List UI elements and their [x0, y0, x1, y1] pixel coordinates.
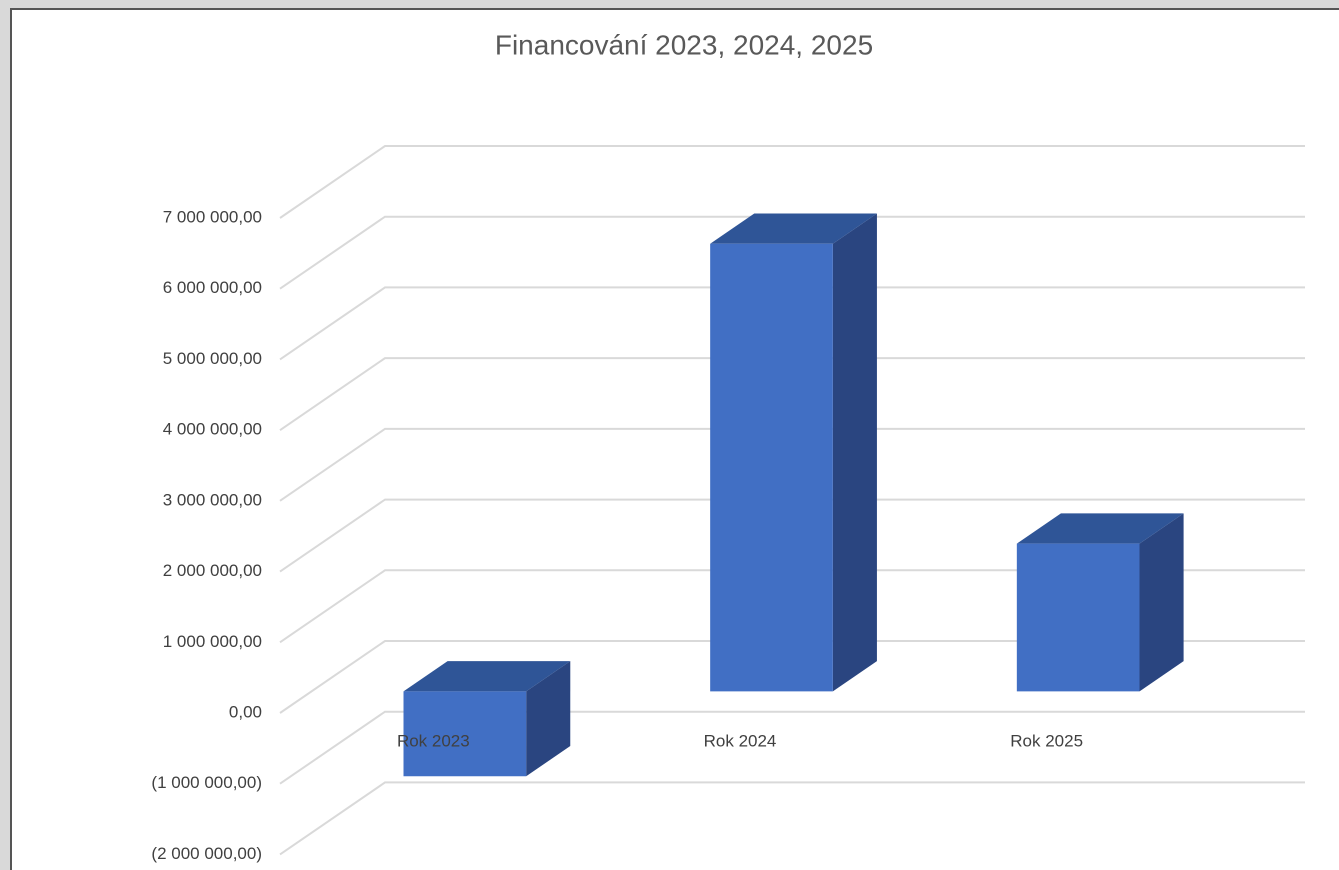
bar [1016, 543, 1140, 692]
bar-top [1016, 513, 1184, 544]
bar [403, 691, 527, 777]
bar [710, 243, 833, 692]
chart-area [10, 8, 1339, 870]
grid-line [279, 640, 1305, 714]
chart-title: Financování 2023, 2024, 2025 [495, 29, 873, 60]
bar-top [403, 661, 571, 692]
grid-line [279, 357, 1305, 431]
grid-line [279, 498, 1305, 573]
y-tick-label: 2 000 000,00 [163, 561, 262, 580]
y-tick-label: (1 000 000,00) [151, 773, 262, 792]
grid-line [279, 710, 1305, 785]
y-tick-label: 5 000 000,00 [163, 349, 262, 368]
bar-side [832, 213, 877, 692]
grid-line [279, 781, 1305, 856]
grid-line [279, 215, 1305, 290]
y-tick-label: 3 000 000,00 [163, 490, 262, 509]
bar-side [1139, 513, 1184, 692]
y-tick-label: 0,00 [229, 702, 262, 721]
grid-line [279, 569, 1305, 644]
y-tick-label: 7 000 000,00 [163, 207, 262, 226]
bar-top [710, 213, 877, 244]
y-tick-label: 4 000 000,00 [163, 420, 262, 439]
grid-line [279, 286, 1305, 361]
grid-line [279, 145, 1305, 219]
x-tick-label: Rok 2023 [397, 731, 470, 750]
x-tick-label: Rok 2024 [704, 731, 777, 750]
y-tick-label: 6 000 000,00 [163, 278, 262, 297]
x-tick-label: Rok 2025 [1010, 731, 1083, 750]
y-tick-label: (2 000 000,00) [151, 844, 262, 863]
grid-line [279, 427, 1305, 502]
y-tick-label: 1 000 000,00 [163, 632, 262, 651]
bar-side [526, 661, 571, 777]
